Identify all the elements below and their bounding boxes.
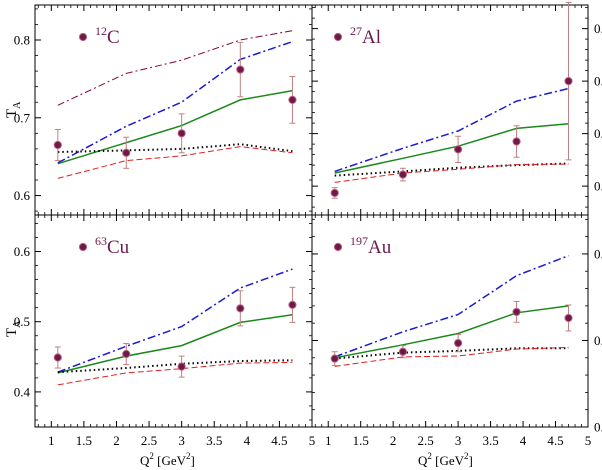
- x-tick-label: 1: [48, 433, 55, 448]
- data-point: [330, 188, 339, 198]
- series-line-dashed-red: [57, 146, 293, 179]
- nucleus-symbol: C: [107, 27, 120, 48]
- x-tick-label: 5: [309, 433, 316, 448]
- nucleus-symbol: Al: [362, 27, 381, 48]
- panel-top-left: 0.6 0.7 0.8 12C: [14, 4, 313, 216]
- data-point: [122, 349, 131, 359]
- y-tick-label: 0.8: [14, 33, 30, 48]
- y-tick-label: 0.6: [14, 244, 31, 259]
- series-line-dotted: [57, 359, 293, 374]
- y-tick-label: 0.7: [14, 110, 31, 125]
- panel-bottom-right: 0.2 0.3 0.4 197Au 1 1.5 2 2.5 3 3.5 4 4.5 5: [311, 214, 602, 448]
- x-tick-label: 3: [178, 433, 185, 448]
- x-tick-label: 1: [325, 433, 332, 448]
- series-line-dashdot-blue: [57, 268, 293, 373]
- nucleus-mass: 27: [350, 24, 362, 38]
- data-point: [288, 95, 297, 104]
- data-point: [177, 362, 186, 371]
- data-point: [512, 137, 521, 146]
- y-tick-label: 0.6: [594, 126, 602, 141]
- panels: 0.60.70.812C0.50.60.70.827Al0.40.50.663C…: [14, 1, 602, 448]
- data-point: [122, 148, 131, 157]
- nucleus-label: 27Al: [350, 24, 381, 48]
- series-line-dashed-red: [57, 361, 293, 386]
- panel-frame: [311, 214, 589, 428]
- series-line-solid: [334, 122, 569, 174]
- y-tick-label: 0.4: [14, 384, 31, 399]
- series-line-solid: [334, 305, 569, 359]
- y-tick-label: 0.5: [14, 314, 30, 329]
- x-tick-label: 2: [390, 433, 397, 448]
- series-line-dashed-red: [334, 346, 569, 367]
- nucleus-mass: 197: [350, 234, 368, 248]
- x-tick-label: 1.5: [353, 433, 369, 448]
- y-tick-label: 0.8: [594, 21, 602, 36]
- x-tick-label: 3.5: [206, 433, 222, 448]
- y-tick-label: 0.2: [594, 420, 602, 435]
- data-point: [177, 129, 186, 138]
- panel-bottom-left: 0.4 0.5 0.6 63Cu 1 1.5 2 2.5 3 3.5 4 4.5 5: [14, 214, 316, 448]
- series-line-dashed-red: [334, 163, 569, 183]
- data-point: [53, 140, 62, 150]
- y-axis-label-sub: A: [12, 320, 23, 328]
- x-tick-label: 3: [455, 433, 462, 448]
- nucleus-mass: 63: [95, 234, 107, 248]
- data-point: [236, 304, 245, 313]
- legend-marker: [78, 242, 88, 252]
- data-point: [236, 65, 245, 74]
- x-tick-label: 4: [520, 433, 527, 448]
- x-tick-label: 2: [113, 433, 120, 448]
- series-line-dashdot-blue: [334, 87, 569, 173]
- data-point: [564, 77, 573, 86]
- x-tick-label: 1.5: [76, 433, 92, 448]
- data-point: [398, 170, 408, 179]
- y-tick-label: 0.4: [594, 246, 602, 261]
- x-tick-label: 2.5: [141, 433, 157, 448]
- x-tick-label: 4.5: [271, 433, 287, 448]
- data-point: [564, 313, 573, 323]
- nucleus-label: 63Cu: [95, 234, 130, 258]
- series-line-solid: [57, 313, 293, 374]
- x-tick-label: 5: [585, 433, 592, 448]
- x-tick-label: 2.5: [418, 433, 434, 448]
- x-tick-label: 4: [244, 433, 251, 448]
- series-line-dotted: [57, 143, 293, 153]
- data-point: [330, 354, 339, 363]
- y-axis-label-bottom: TA: [4, 320, 23, 337]
- x-tick-label: 4.5: [547, 433, 563, 448]
- x-axis-label-right: Q2 [GeV2]: [418, 451, 473, 468]
- y-tick-label: 0.3: [594, 333, 602, 348]
- nucleus-label: 12C: [95, 24, 120, 48]
- series-line-dashdot-blue: [334, 254, 569, 358]
- series-line-solid: [57, 89, 293, 165]
- series-line-dashdot-maroon: [57, 30, 293, 106]
- data-point: [512, 307, 521, 317]
- y-axis-label-sub: A: [12, 101, 23, 109]
- series-line-dotted: [334, 347, 569, 360]
- nucleus-symbol: Au: [368, 237, 392, 258]
- y-axis-label-top: TA: [4, 101, 23, 118]
- data-point: [288, 300, 297, 309]
- x-tick-label: 3.5: [482, 433, 498, 448]
- series-line-dashdot-blue: [57, 40, 293, 164]
- y-tick-label: 0.5: [594, 179, 602, 194]
- legend-marker: [333, 32, 343, 42]
- x-axis-label-left: Q2 [GeV2]: [140, 451, 195, 468]
- data-point: [53, 353, 62, 362]
- panel-frame: [34, 214, 313, 428]
- y-tick-label: 0.6: [14, 188, 31, 203]
- y-tick-label: 0.7: [594, 74, 602, 89]
- legend-marker: [333, 242, 343, 252]
- data-point: [454, 338, 463, 348]
- data-point: [454, 145, 463, 154]
- data-point: [398, 347, 408, 356]
- legend-marker: [78, 32, 88, 42]
- nucleus-mass: 12: [95, 24, 107, 38]
- panel-frame: [34, 4, 313, 216]
- nucleus-symbol: Cu: [107, 237, 130, 258]
- series-line-dotted: [334, 162, 569, 177]
- nucleus-label: 197Au: [350, 234, 392, 258]
- panel-top-right: 0.5 0.6 0.7 0.8 27Al: [311, 1, 602, 216]
